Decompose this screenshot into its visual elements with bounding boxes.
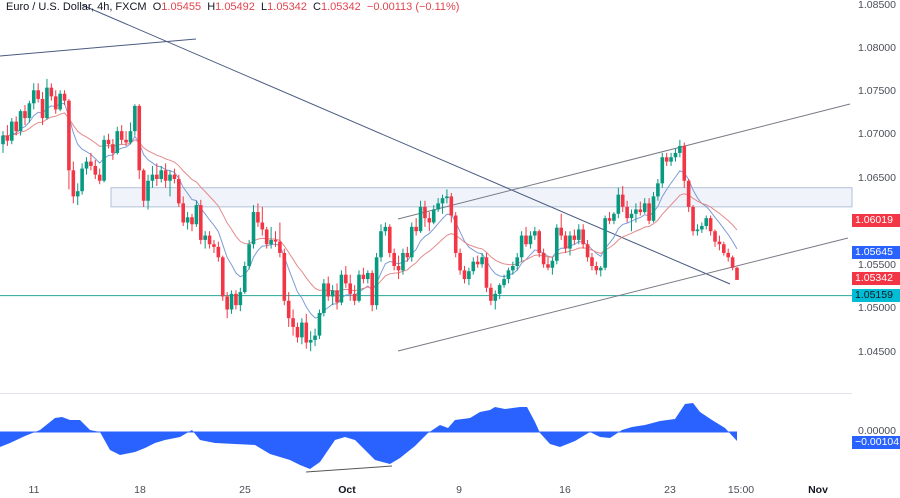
close-label: C [313, 1, 321, 13]
price-tick: 1.04500 [858, 346, 896, 358]
price-tick: 1.08000 [858, 42, 896, 54]
ma-fast-price-tag: 1.05645 [852, 246, 900, 259]
time-tick: 9 [456, 484, 462, 496]
candlesticks [1, 78, 739, 352]
close-value: 1.05342 [321, 1, 361, 13]
low-value: 1.05342 [267, 1, 307, 13]
price-tick: 1.08500 [858, 0, 896, 11]
price-tick: 1.05500 [858, 259, 896, 271]
time-tick: 15:00 [727, 484, 755, 496]
open-label: O [152, 1, 162, 13]
time-tick: 18 [134, 484, 146, 496]
oscillator-value-tag: −0.00104 [852, 436, 900, 449]
low-label: L [261, 1, 268, 13]
moving-averages [2, 102, 738, 319]
price-tick: 1.07500 [858, 85, 896, 97]
high-label: H [207, 1, 216, 13]
time-tick: Oct [338, 484, 356, 496]
open-value: 1.05455 [161, 1, 202, 13]
time-tick: 11 [28, 484, 40, 496]
price-tick: 1.06500 [858, 172, 896, 184]
time-tick: Nov [808, 484, 828, 496]
oscillator-zero-tick: 0.00000 [858, 425, 896, 437]
symbol-legend: Euro / U.S. Dollar, 4h, FXCM O1.05455 H1… [6, 0, 459, 14]
oscillator-pane [0, 403, 737, 473]
support-line-price-tag: 1.05159 [852, 289, 900, 302]
price-tick: 1.07000 [858, 128, 896, 140]
ma-slow-price-tag: 1.06019 [852, 214, 900, 227]
last-price-tag: 1.05342 [852, 272, 900, 285]
time-tick: 23 [664, 484, 676, 496]
symbol-title[interactable]: Euro / U.S. Dollar, 4h, FXCM [6, 1, 147, 13]
time-tick: 16 [559, 484, 571, 496]
change-value: −0.00113 (−0.11%) [366, 1, 460, 13]
high-value: 1.05492 [215, 1, 255, 13]
time-tick: 25 [239, 484, 251, 496]
price-tick: 1.05000 [858, 302, 896, 314]
